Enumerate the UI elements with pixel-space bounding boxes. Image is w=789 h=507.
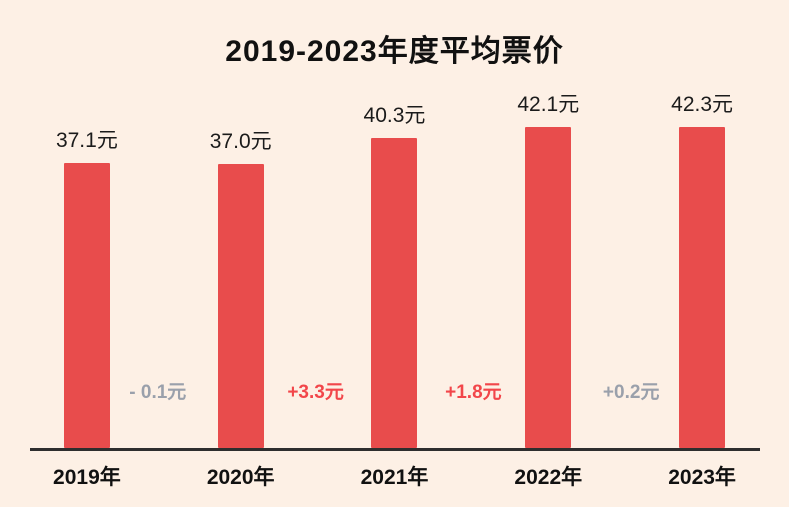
x-axis-labels: 2019年 2020年 2021年 2022年 2023年 bbox=[0, 461, 789, 491]
bar-value-label-2022: 42.1元 bbox=[517, 93, 580, 116]
x-axis-label-2020: 2020年 bbox=[206, 466, 275, 489]
bar-column-2023: 42.3元 bbox=[625, 88, 779, 448]
bar-2022 bbox=[525, 127, 572, 448]
bar-value-label-2021: 40.3元 bbox=[363, 104, 426, 127]
plot-area: 37.1元 37.0元 40.3元 42.1元 42.3元 - 0.1元 bbox=[0, 88, 789, 448]
bar-2019 bbox=[63, 163, 110, 448]
x-axis-line bbox=[30, 448, 760, 451]
bar-2021 bbox=[371, 138, 418, 448]
bar-2023 bbox=[679, 127, 726, 448]
bar-column-2021: 40.3元 bbox=[318, 88, 472, 448]
x-axis-label-2021: 2021年 bbox=[360, 466, 429, 489]
x-axis-label-2023: 2023年 bbox=[668, 466, 736, 489]
bar-value-label-2023: 42.3元 bbox=[671, 93, 734, 116]
bar-columns: 37.1元 37.0元 40.3元 42.1元 42.3元 bbox=[0, 88, 789, 448]
bar-column-2019: 37.1元 bbox=[10, 88, 164, 448]
bar-value-label-2019: 37.1元 bbox=[55, 129, 118, 152]
x-axis-label-2022: 2022年 bbox=[514, 466, 583, 489]
bar-column-2022: 42.1元 bbox=[471, 88, 625, 448]
x-axis-label-2019: 2019年 bbox=[53, 466, 121, 489]
bar-column-2020: 37.0元 bbox=[164, 88, 318, 448]
chart-title: 2019-2023年度平均票价 bbox=[225, 35, 564, 68]
bar-value-label-2020: 37.0元 bbox=[209, 130, 272, 153]
bar-2020 bbox=[217, 164, 264, 448]
